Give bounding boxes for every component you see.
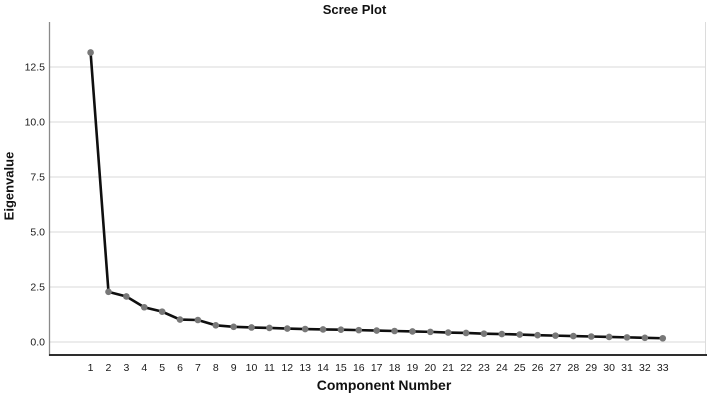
x-tick-label: 31 [621,362,633,374]
data-point [587,333,595,340]
data-point [283,325,291,332]
data-point [87,49,94,56]
y-tick-label: 2.5 [30,282,45,294]
data-point [462,329,470,337]
data-point [158,308,166,315]
x-tick-label: 12 [281,362,293,374]
x-tick-label: 21 [442,362,454,374]
data-point [444,329,452,336]
data-point [105,288,112,296]
x-tick-label: 23 [478,362,490,374]
x-tick-label: 30 [603,362,615,374]
x-tick-label: 13 [299,362,311,374]
x-tick-label: 4 [141,362,147,374]
data-point [140,303,148,311]
x-tick-label: 7 [195,362,201,374]
x-tick-label: 26 [532,362,544,374]
data-point [641,334,649,342]
data-point [123,293,130,300]
data-point [212,321,220,329]
x-tick-label: 6 [177,362,183,374]
data-point [570,332,577,340]
x-tick-label: 5 [159,362,165,374]
data-point [230,323,237,331]
data-point [337,326,345,333]
y-tick-label: 5.0 [30,227,45,239]
x-tick-label: 8 [213,362,219,374]
data-point [623,334,631,341]
x-tick-label: 27 [550,362,562,374]
x-tick-label: 25 [514,362,526,374]
y-tick-label: 0.0 [30,337,45,349]
data-point [248,324,255,331]
x-tick-label: 29 [585,362,597,374]
data-point [266,324,273,332]
x-tick-label: 17 [371,362,383,374]
data-point [194,316,202,324]
data-point [409,328,416,335]
data-point [534,331,541,339]
data-line [89,52,663,340]
data-point [301,325,309,333]
x-tick-label: 14 [317,362,329,374]
data-point [319,326,327,333]
x-tick-label: 33 [657,362,669,374]
chart-title: Scree Plot [322,2,387,17]
y-tick-label: 12.5 [25,62,46,74]
data-point [659,334,667,342]
x-tick-label: 2 [106,362,112,374]
data-point [516,331,524,338]
y-tick-label: 7.5 [30,172,45,184]
x-tick-label: 16 [353,362,365,374]
x-tick-label: 1 [88,362,94,374]
x-tick-label: 32 [639,362,651,374]
x-tick-label: 22 [460,362,472,374]
data-point [427,328,434,336]
data-point [391,327,398,335]
x-tick-label: 10 [246,362,258,374]
data-point [552,332,559,339]
x-tick-label: 9 [231,362,237,374]
x-axis-title: Component Number [316,377,452,393]
y-tick-label: 10.0 [25,117,46,129]
x-tick-label: 18 [389,362,401,374]
data-point [480,330,488,337]
data-point [176,316,184,323]
x-tick-label: 28 [568,362,580,374]
data-point [355,326,363,334]
x-tick-label: 11 [264,362,275,374]
data-point [498,330,506,338]
x-tick-label: 20 [424,362,436,374]
x-tick-label: 3 [123,362,129,374]
data-point [373,327,380,334]
x-tick-label: 24 [496,362,508,374]
x-tick-label: 15 [335,362,347,374]
x-tick-label: 19 [407,362,419,374]
data-point [605,333,613,341]
